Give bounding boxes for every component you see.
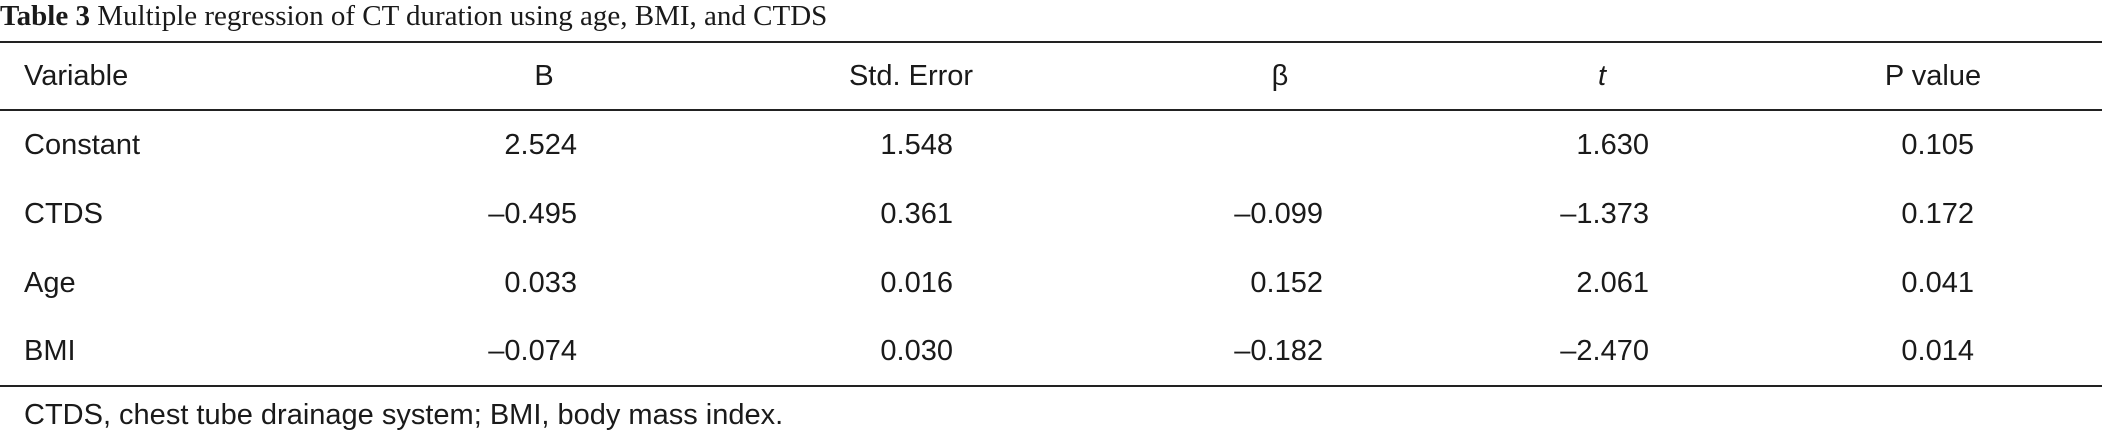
- table-cell: 0.152: [1250, 267, 1323, 299]
- column-header: Std. Error: [848, 60, 974, 92]
- table-cell: 0.105: [1901, 129, 1974, 161]
- column-header: Variable: [24, 60, 129, 92]
- table-cell: 0.016: [880, 267, 953, 299]
- table-cell: –2.470: [1560, 335, 1649, 367]
- column-header: β: [1271, 60, 1289, 92]
- table-cell: 0.172: [1901, 198, 1974, 230]
- caption-title: Multiple regression of CT duration using…: [97, 0, 828, 32]
- column-header: P value: [1884, 60, 1982, 92]
- row-label: Age: [24, 267, 76, 299]
- table-cell: 0.361: [880, 198, 953, 230]
- table-cell: 2.061: [1576, 267, 1649, 299]
- row-label: CTDS: [24, 198, 103, 230]
- top-rule: [0, 41, 2102, 43]
- header-rule: [0, 109, 2102, 111]
- bottom-rule: [0, 385, 2102, 387]
- table-caption: Table 3 Multiple regression of CT durati…: [0, 0, 827, 32]
- table-cell: 1.630: [1576, 129, 1649, 161]
- table-cell: 0.041: [1901, 267, 1974, 299]
- column-header: t: [1597, 60, 1607, 92]
- table-cell: 0.030: [880, 335, 953, 367]
- row-label: BMI: [24, 335, 76, 367]
- footnote: CTDS, chest tube drainage system; BMI, b…: [24, 399, 784, 431]
- table-cell: 1.548: [880, 129, 953, 161]
- table-cell: 0.014: [1901, 335, 1974, 367]
- column-header: B: [534, 60, 554, 92]
- table-cell: –0.074: [488, 335, 577, 367]
- row-label: Constant: [24, 129, 141, 161]
- caption-label: Table 3: [0, 0, 90, 32]
- table-cell: –0.495: [488, 198, 577, 230]
- table-cell: –0.099: [1234, 198, 1323, 230]
- table-cell: 0.033: [504, 267, 577, 299]
- table-cell: –0.182: [1234, 335, 1323, 367]
- table-cell: 2.524: [504, 129, 577, 161]
- table-cell: –1.373: [1560, 198, 1649, 230]
